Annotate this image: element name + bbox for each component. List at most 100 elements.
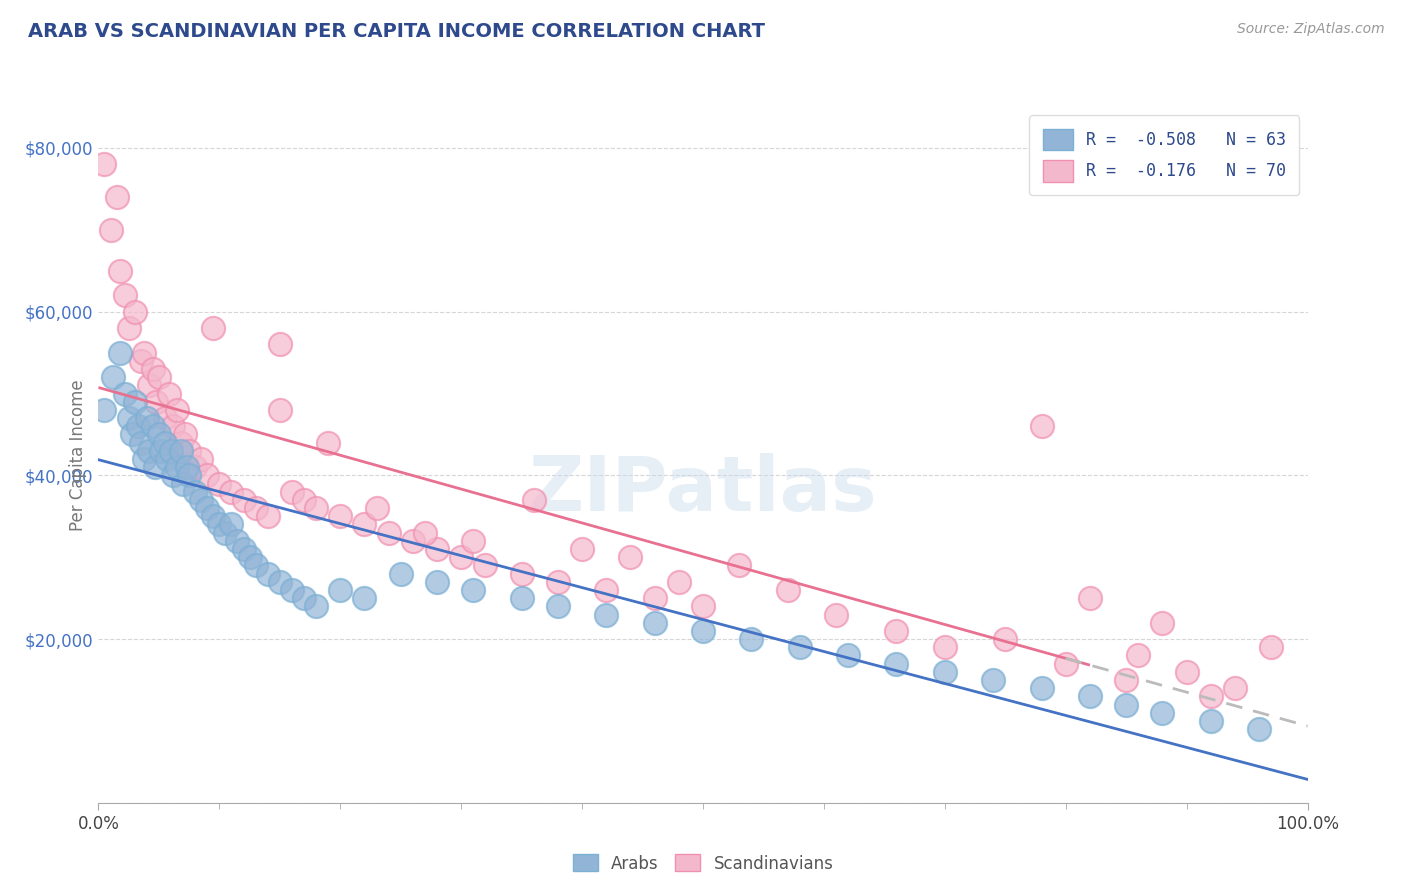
Point (156, 452, 179, 467)
Point (789, 640, 811, 655)
Point (143, 460, 166, 475)
Point (450, 550, 472, 565)
Point (232, 492, 254, 507)
Point (994, 632, 1017, 646)
Point (100, 223, 122, 237)
Point (728, 558, 751, 573)
Point (166, 403, 188, 417)
Point (1128, 648, 1150, 663)
Point (934, 640, 956, 655)
Point (510, 591, 533, 606)
Point (1078, 690, 1101, 704)
Point (184, 460, 207, 475)
Point (776, 582, 799, 597)
Point (179, 468, 201, 483)
Point (305, 501, 328, 516)
Point (162, 419, 184, 434)
Point (184, 484, 207, 499)
Point (1223, 681, 1246, 696)
Point (256, 566, 278, 581)
Point (825, 607, 848, 622)
Point (281, 484, 304, 499)
Point (377, 525, 399, 540)
Point (510, 566, 533, 581)
Point (1199, 714, 1222, 728)
Point (134, 345, 156, 359)
Point (169, 443, 191, 458)
Point (269, 403, 291, 417)
Point (281, 582, 304, 597)
Point (214, 525, 236, 540)
Point (305, 599, 328, 614)
Point (619, 550, 641, 565)
Point (129, 353, 152, 368)
Point (316, 435, 339, 450)
Point (353, 517, 375, 532)
Point (142, 419, 165, 434)
Point (124, 394, 146, 409)
Point (595, 582, 617, 597)
Point (127, 419, 149, 434)
Point (595, 607, 617, 622)
Point (93, 403, 115, 417)
Point (366, 501, 388, 516)
Point (138, 378, 160, 392)
Point (118, 411, 141, 425)
Point (93, 157, 115, 171)
Point (226, 533, 249, 548)
Text: ZIPatlas: ZIPatlas (529, 453, 877, 526)
Point (413, 525, 436, 540)
Point (176, 460, 198, 475)
Point (256, 509, 278, 524)
Point (269, 574, 291, 589)
Point (389, 566, 412, 581)
Point (153, 435, 176, 450)
Point (463, 582, 485, 597)
Point (148, 427, 170, 442)
Legend: Arabs, Scandinavians: Arabs, Scandinavians (567, 847, 839, 880)
Point (1054, 657, 1077, 671)
Point (269, 337, 291, 351)
Point (166, 460, 188, 475)
Point (547, 599, 569, 614)
Point (1249, 722, 1271, 736)
Point (329, 509, 352, 524)
Point (153, 411, 176, 425)
Point (886, 657, 908, 671)
Point (108, 264, 131, 278)
Point (463, 533, 485, 548)
Point (1031, 681, 1053, 696)
Point (571, 542, 593, 557)
Point (644, 615, 666, 630)
Y-axis label: Per Capita Income: Per Capita Income (69, 379, 87, 531)
Point (402, 533, 425, 548)
Text: ARAB VS SCANDINAVIAN PER CAPITA INCOME CORRELATION CHART: ARAB VS SCANDINAVIAN PER CAPITA INCOME C… (28, 22, 765, 41)
Point (145, 394, 167, 409)
Text: Source: ZipAtlas.com: Source: ZipAtlas.com (1237, 22, 1385, 37)
Point (114, 386, 136, 401)
Point (190, 492, 212, 507)
Point (118, 321, 141, 335)
Point (245, 501, 267, 516)
Point (1115, 698, 1137, 712)
Point (934, 665, 956, 679)
Point (523, 492, 546, 507)
Point (221, 484, 243, 499)
Point (142, 362, 165, 376)
Point (474, 558, 496, 573)
Point (426, 542, 449, 557)
Point (292, 591, 315, 606)
Point (1115, 673, 1137, 687)
Point (195, 468, 218, 483)
Point (124, 304, 146, 318)
Point (981, 673, 1004, 687)
Point (150, 443, 173, 458)
Point (108, 345, 131, 359)
Point (740, 632, 762, 646)
Point (353, 591, 375, 606)
Point (692, 624, 714, 638)
Point (172, 476, 194, 491)
Point (202, 321, 225, 335)
Point (169, 435, 191, 450)
Point (886, 624, 908, 638)
